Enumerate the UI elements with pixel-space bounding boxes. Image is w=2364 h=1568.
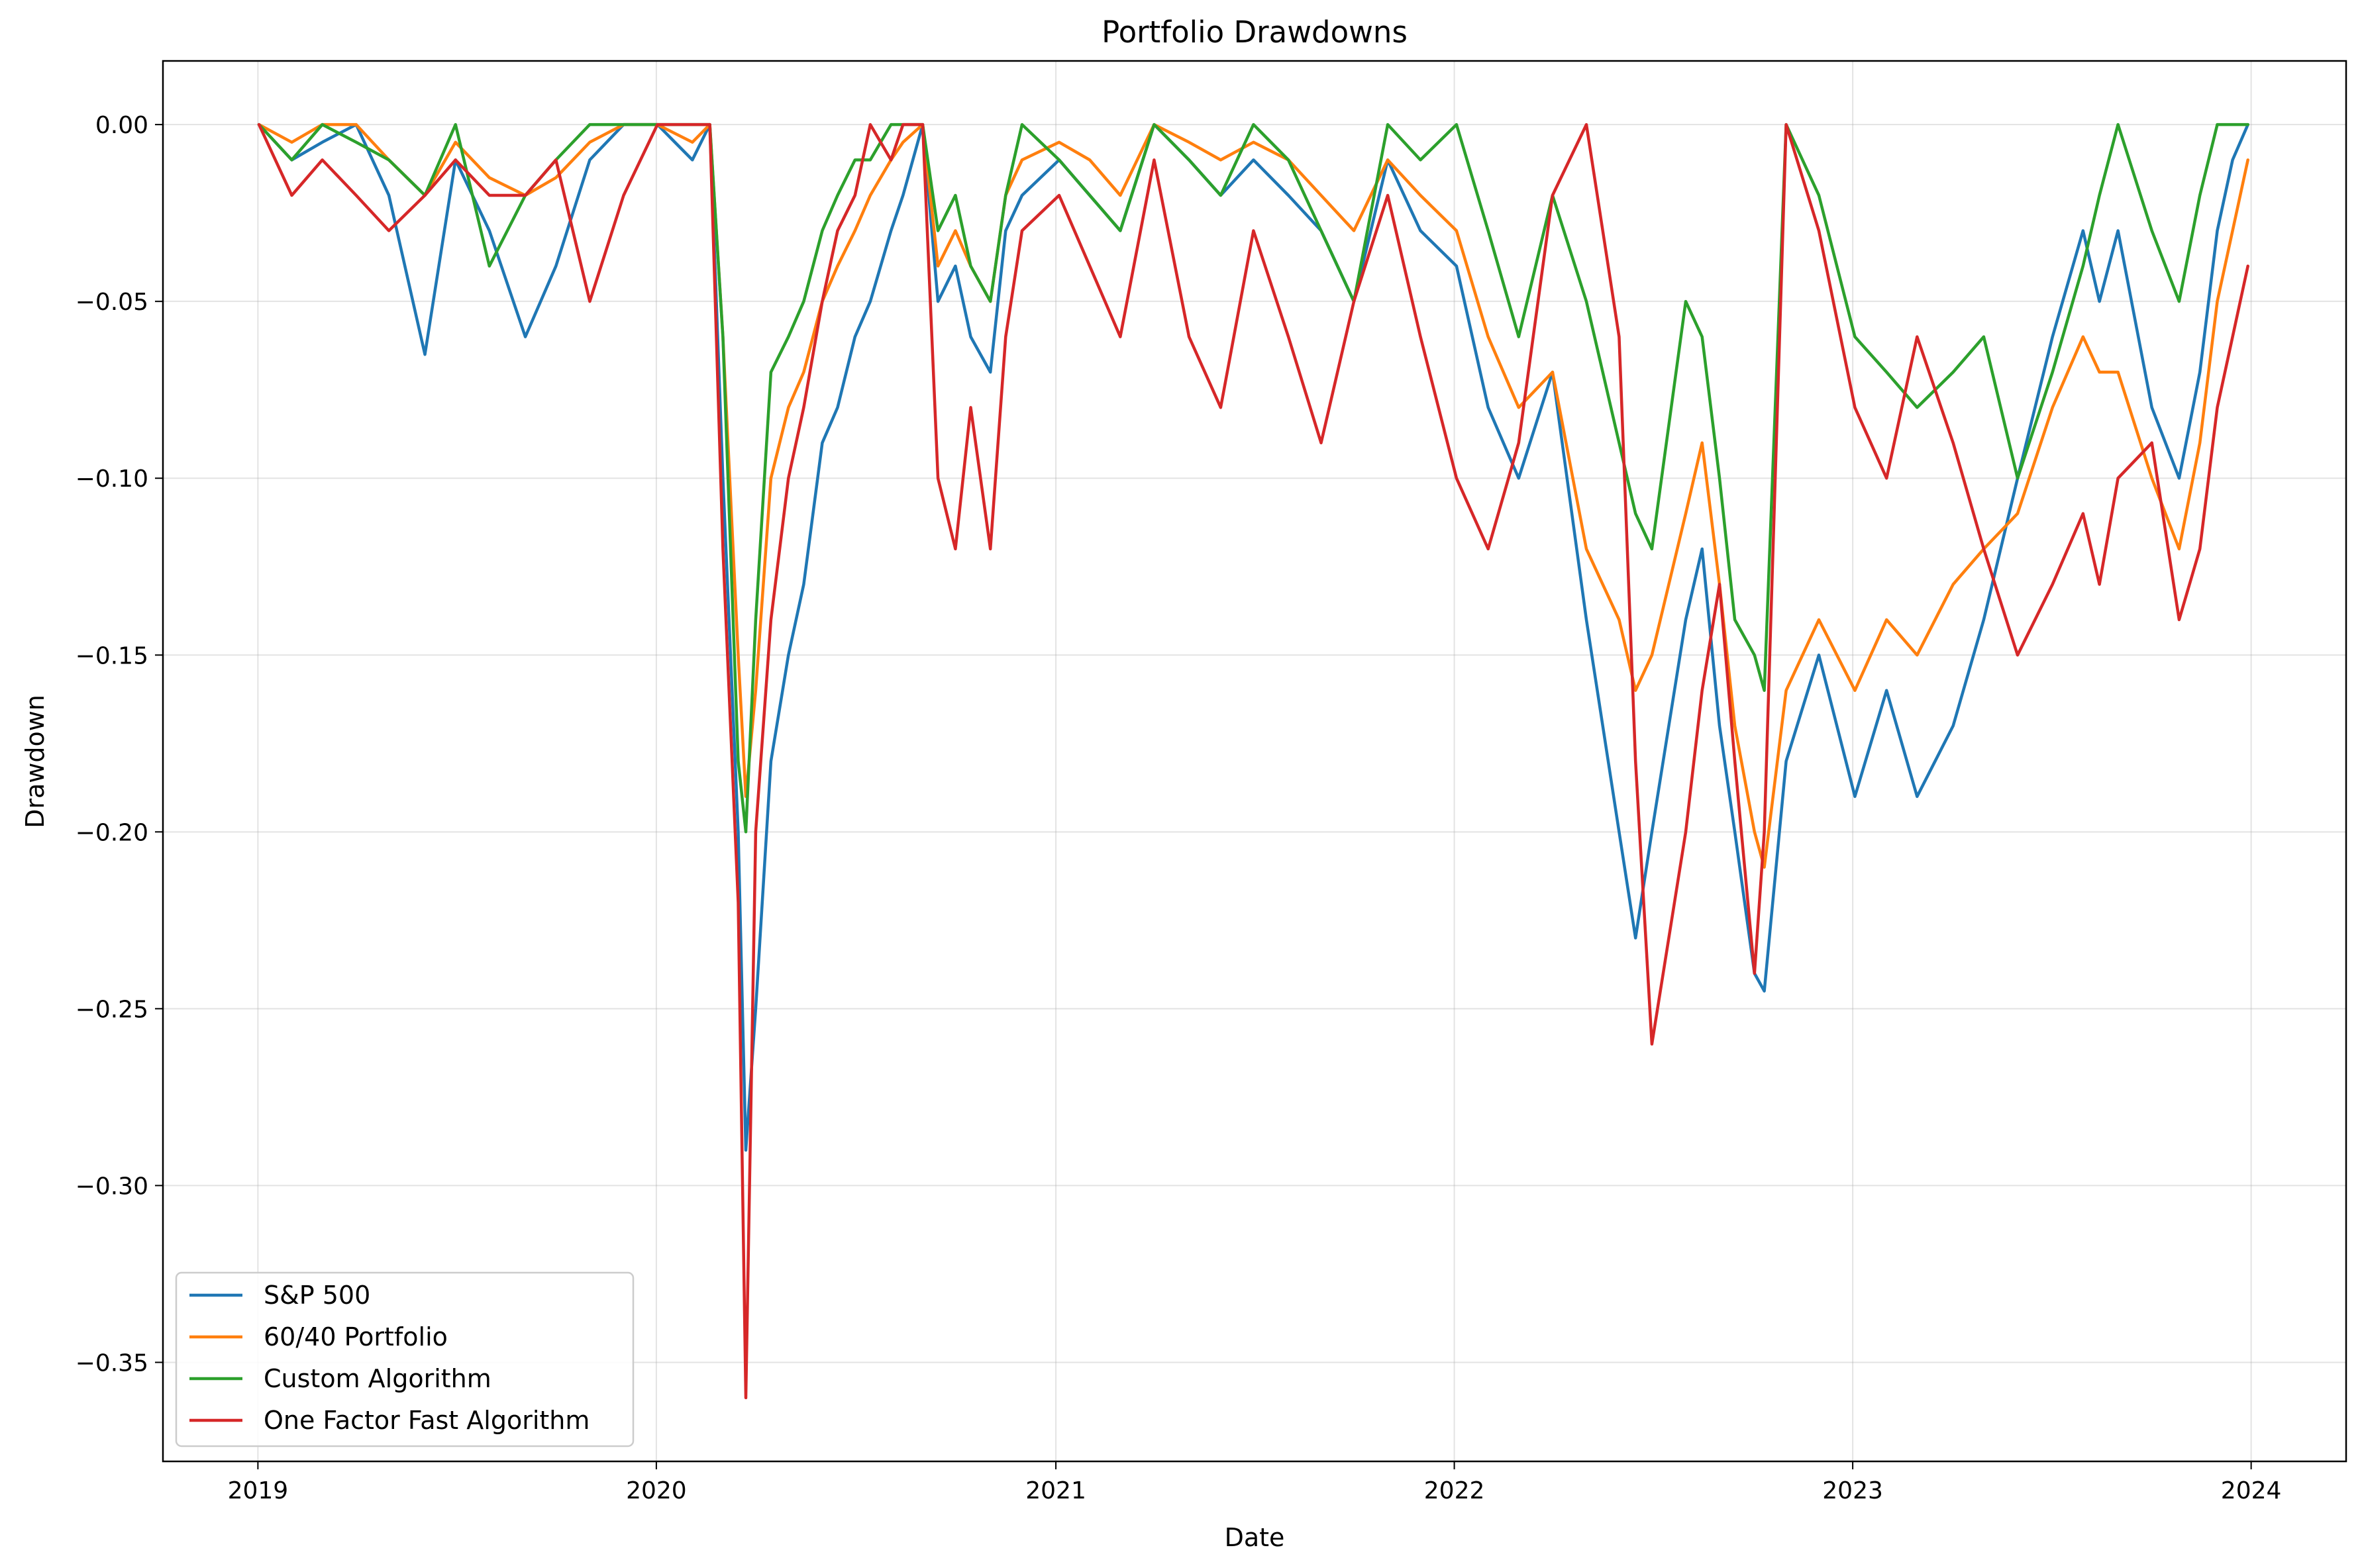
y-tick-label: 0.00 — [95, 112, 148, 139]
legend-label-one-factor-fast-algorithm: One Factor Fast Algorithm — [264, 1406, 590, 1435]
y-tick-label: −0.20 — [76, 819, 148, 846]
x-tick-label: 2023 — [1822, 1477, 1883, 1504]
chart-title: Portfolio Drawdowns — [1102, 15, 1408, 50]
y-tick-label: −0.10 — [76, 466, 148, 493]
legend: S&P 500 60/40 Portfolio Custom Algorithm On… — [175, 1271, 635, 1447]
legend-label-custom-algorithm: Custom Algorithm — [264, 1364, 491, 1393]
x-tick-label: 2022 — [1424, 1477, 1485, 1504]
x-tick-label: 2024 — [2221, 1477, 2282, 1504]
x-axis-ticks: 2019 2020 2021 2022 2023 2024 — [228, 1461, 2282, 1504]
legend-box — [175, 1271, 635, 1447]
y-tick-label: −0.25 — [76, 996, 148, 1023]
x-axis-title: Date — [1225, 1523, 1285, 1552]
y-tick-label: −0.05 — [76, 289, 148, 316]
series-line-one-factor-fast-algorithm — [257, 122, 2249, 1400]
y-tick-label: −0.15 — [76, 642, 148, 669]
x-tick-label: 2021 — [1025, 1477, 1086, 1504]
legend-label-s-p-500: S&P 500 — [264, 1281, 370, 1310]
y-tick-label: −0.35 — [76, 1349, 148, 1377]
legend-label-60-40-portfolio: 60/40 Portfolio — [264, 1322, 448, 1351]
grid-lines — [163, 61, 2346, 1461]
x-tick-label: 2020 — [626, 1477, 687, 1504]
y-axis-title: Drawdown — [21, 695, 50, 828]
series-line-60-40-portfolio — [257, 122, 2249, 869]
x-tick-label: 2019 — [228, 1477, 289, 1504]
y-axis-ticks: 0.00 −0.05 −0.10 −0.15 −0.20 −0.25 −0.30 −0.35 — [76, 112, 163, 1377]
series-lines — [257, 122, 2249, 1400]
y-tick-label: −0.30 — [76, 1173, 148, 1200]
plot-frame — [162, 60, 2347, 1463]
